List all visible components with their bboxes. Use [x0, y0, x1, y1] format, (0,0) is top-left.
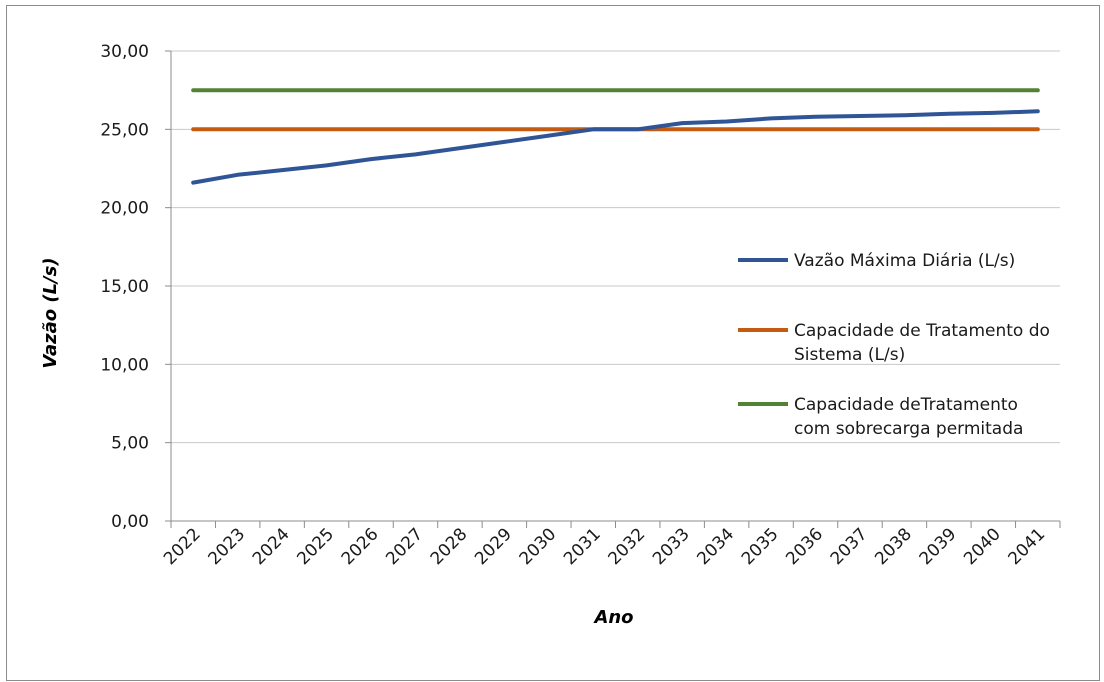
series-lines	[191, 88, 1040, 185]
y-axis-title: Vazão (L/s)	[40, 257, 61, 368]
legend: Vazão Máxima Diária (L/s) Capacidade de T…	[738, 251, 1050, 439]
legend-label: Vazão Máxima Diária (L/s)	[794, 251, 1015, 271]
y-tick-labels: 0,00 5,00 10,00 15,00 20,00 25,00 30,00	[100, 42, 149, 532]
x-tick-label: 2028	[427, 524, 472, 569]
x-tick-label: 2036	[782, 524, 827, 569]
y-tick-label: 10,00	[100, 355, 149, 375]
x-tick-label: 2039	[916, 524, 961, 569]
axes	[165, 50, 1061, 528]
y-tick-label: 20,00	[100, 199, 149, 219]
series-line	[191, 109, 1040, 185]
chart-frame	[6, 5, 1100, 681]
x-tick-label: 2030	[516, 524, 561, 569]
x-axis-title: Ano	[592, 607, 633, 628]
gridlines	[171, 50, 1060, 444]
x-tick-label: 2035	[738, 524, 783, 569]
x-tick-label: 2037	[827, 524, 872, 569]
y-tick-label: 30,00	[100, 42, 149, 62]
x-tick-label: 2040	[960, 524, 1005, 569]
x-tick-label: 2041	[1005, 524, 1050, 569]
legend-label: Capacidade de Tratamento do	[794, 321, 1050, 341]
legend-label: Sistema (L/s)	[794, 345, 905, 365]
x-tick-label: 2025	[293, 524, 338, 569]
x-tick-label: 2033	[649, 524, 694, 569]
legend-label: Capacidade deTratamento	[794, 395, 1018, 415]
x-tick-labels: 2022 2023 2024 2025 2026 2027 2028 2029 2030 2031…	[160, 524, 1049, 569]
x-tick-label: 2032	[605, 524, 650, 569]
x-tick-label: 2034	[693, 524, 738, 569]
x-tick-label: 2024	[249, 524, 294, 569]
x-tick-label: 2031	[560, 524, 605, 569]
x-tick-label: 2026	[338, 524, 383, 569]
x-tick-label: 2038	[871, 524, 916, 569]
x-tick-label: 2023	[204, 524, 249, 569]
legend-label: com sobrecarga permitada	[794, 419, 1023, 439]
x-tick-label: 2027	[382, 524, 427, 569]
y-tick-label: 0,00	[111, 512, 149, 532]
x-tick-label: 2022	[160, 524, 205, 569]
x-tick-label: 2029	[471, 524, 516, 569]
y-tick-label: 5,00	[111, 434, 149, 454]
y-tick-label: 25,00	[100, 120, 149, 140]
y-tick-label: 15,00	[100, 277, 149, 297]
